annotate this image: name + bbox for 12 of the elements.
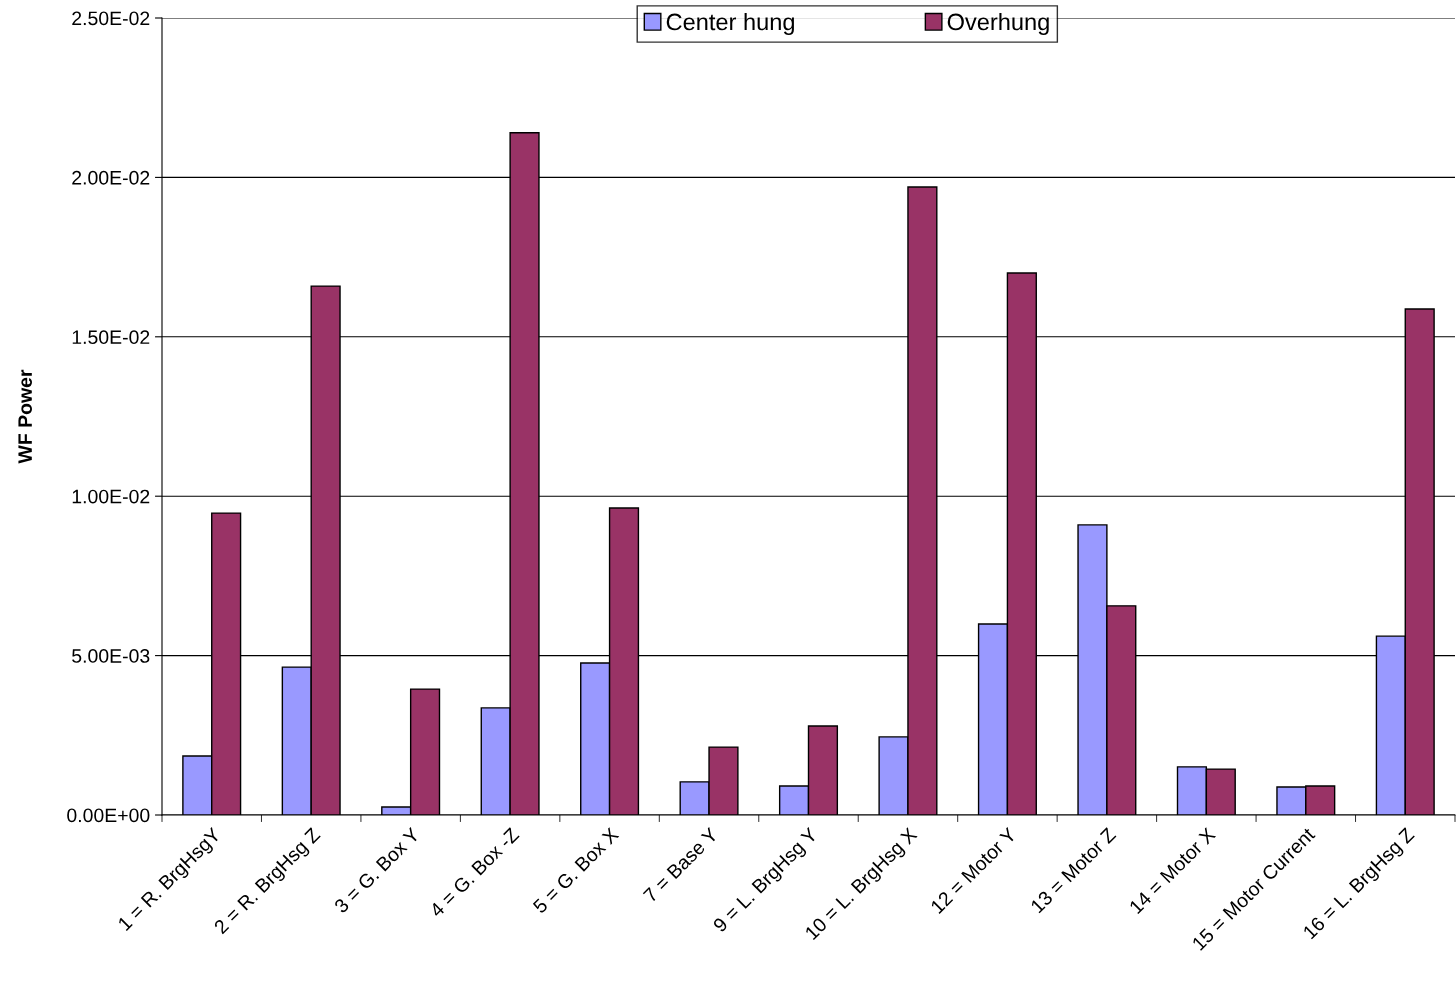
y-axis-title: WF Power xyxy=(18,369,32,464)
y-tick-label: 1.00E-02 xyxy=(72,489,150,504)
y-tick-label: 0.00E+00 xyxy=(67,808,150,823)
y-tick-label: 1.50E-02 xyxy=(72,330,150,345)
y-tick-label: 2.50E-02 xyxy=(72,11,150,26)
x-tick-label: 4 = G. Box -Z xyxy=(428,826,520,919)
x-tick-label: 3 = G. Box Y xyxy=(333,826,421,914)
x-tick-label: 5 = G. Box X xyxy=(532,826,620,914)
y-tick-label: 2.00E-02 xyxy=(72,170,150,185)
legend-label: Overhung xyxy=(947,12,1049,35)
legend-label: Center hung xyxy=(666,12,794,35)
y-tick-label: 5.00E-03 xyxy=(72,649,150,663)
